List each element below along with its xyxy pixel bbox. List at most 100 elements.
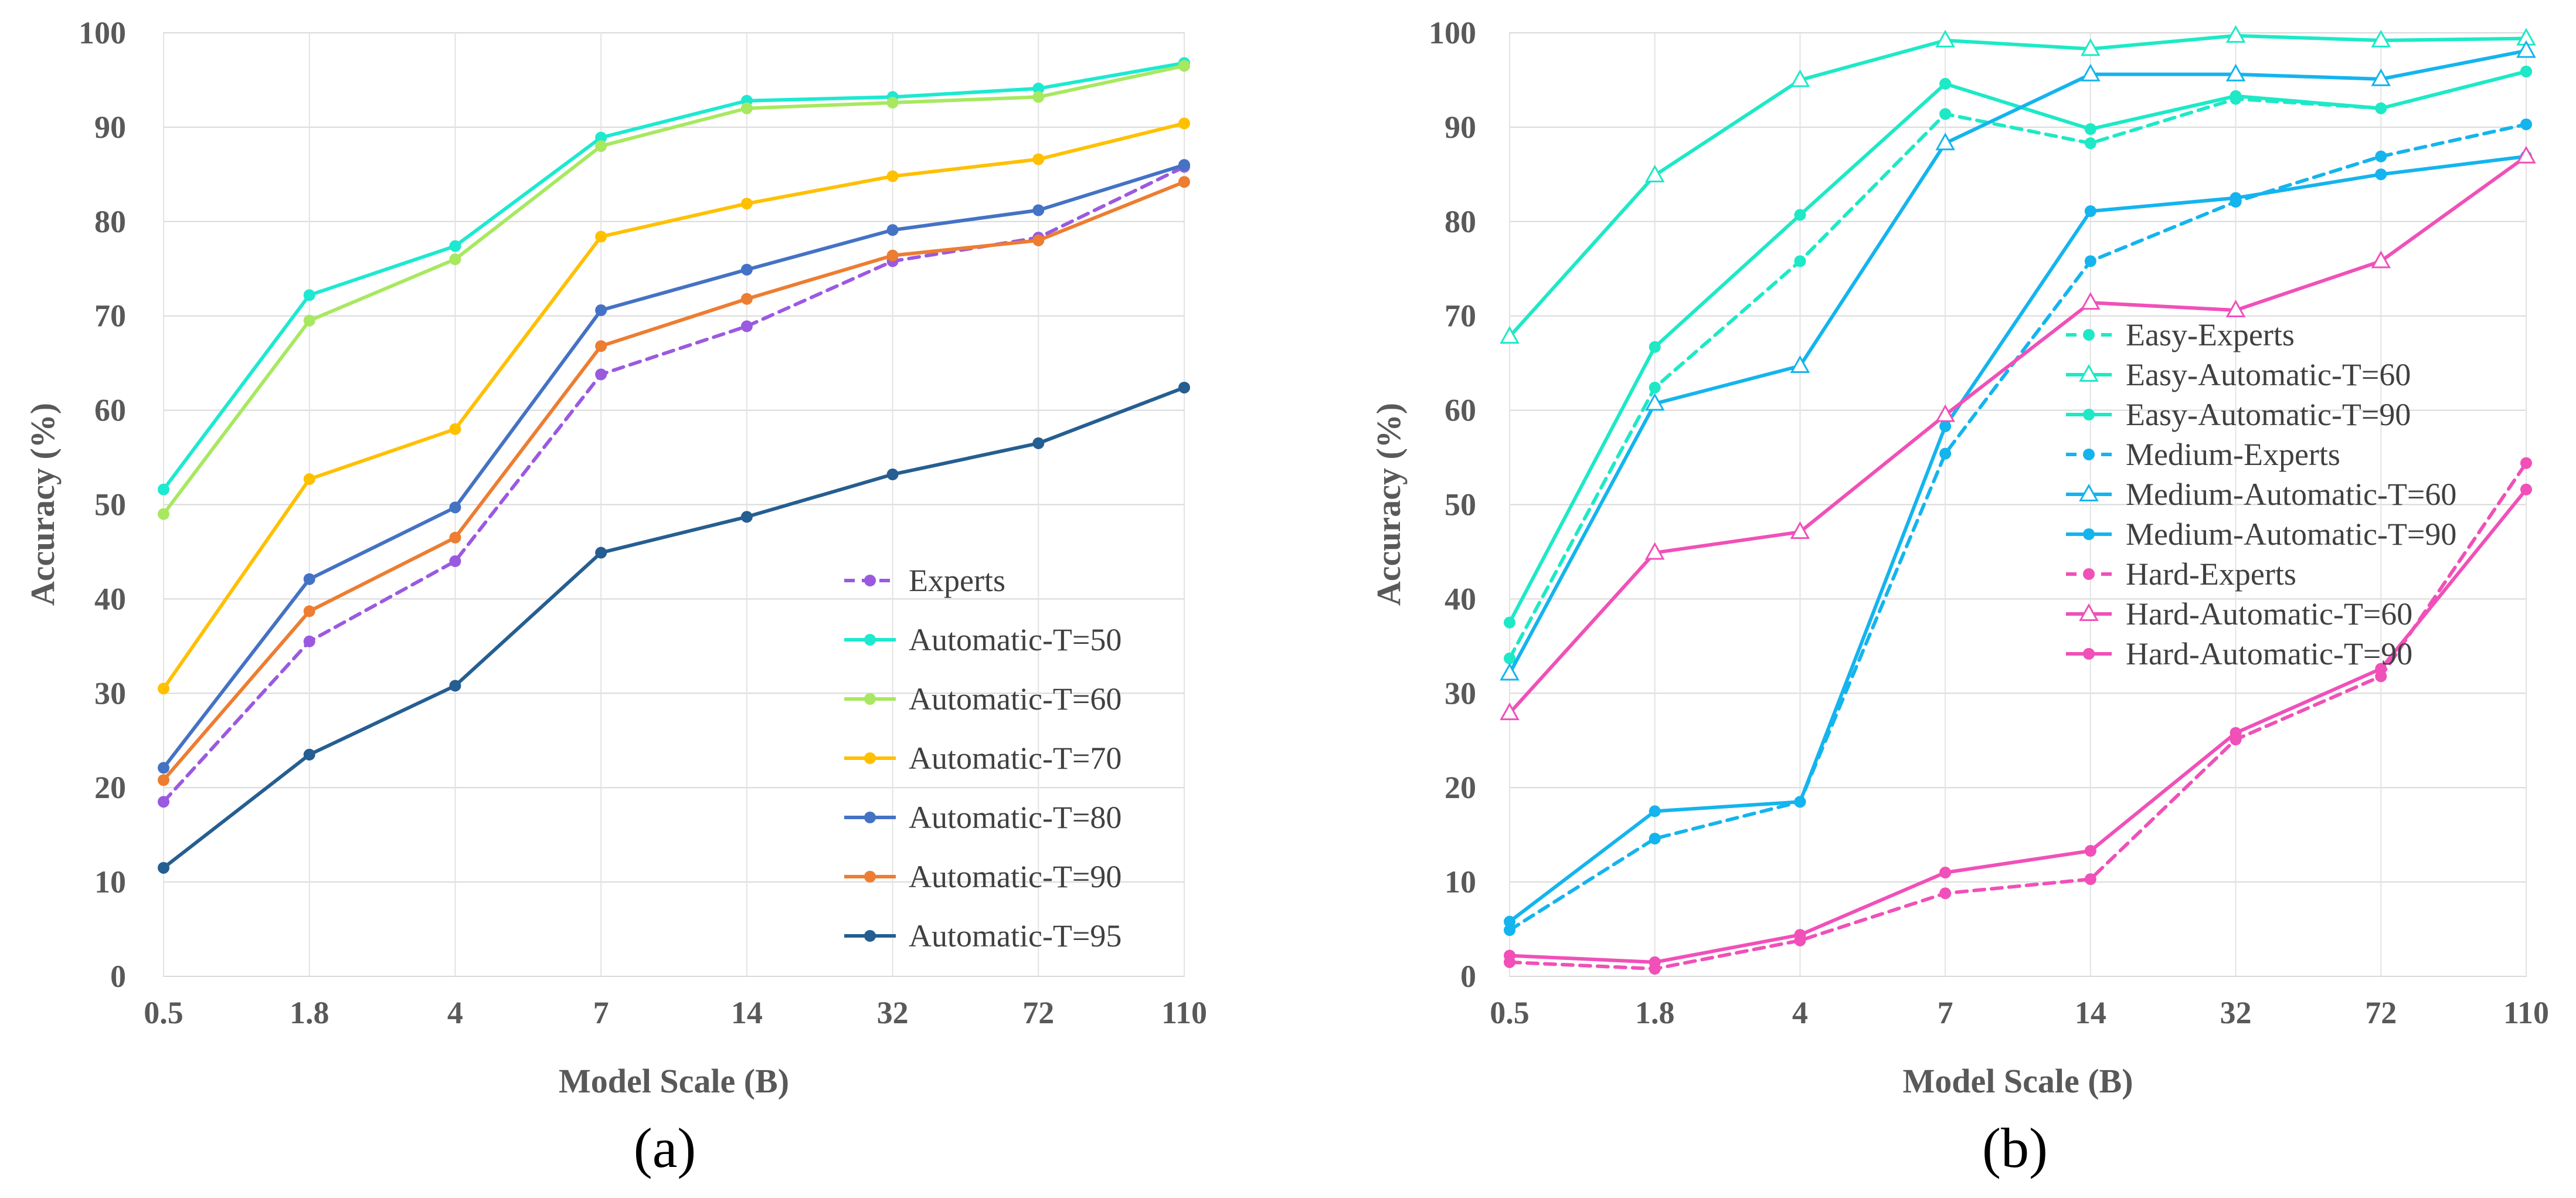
series-automatic-t-60 [158,60,1190,520]
series-hard-automatic-t-60-point [1500,702,1520,721]
y-tick-label: 70 [94,298,126,334]
x-tick-label: 7 [1938,995,1953,1030]
series-automatic-t-90-point [449,531,461,544]
series-hard-automatic-t-90-point [2375,663,2387,675]
y-tick-label: 50 [1445,487,1476,522]
series-easy-experts-point [2084,137,2096,150]
y-tick-label: 20 [94,770,126,805]
series-hard-automatic-t-60 [1500,145,2536,721]
series-hard-automatic-t-90-point [1939,867,1952,879]
y-tick-label: 10 [1445,864,1476,900]
legend-swatch-marker [2083,449,2095,460]
series-medium-automatic-t-60-line [1508,49,2528,676]
series-hard-automatic-t-90-line [1508,487,2528,964]
series-automatic-t-95-point [449,680,461,692]
series-medium-automatic-t-60-point [2225,63,2246,82]
x-tick-label: 0.5 [1490,995,1530,1030]
series-experts-point [449,555,461,568]
series-automatic-t-70-line [162,121,1186,691]
series-automatic-t-60-point [449,253,461,266]
legend-swatch-marker [864,812,876,823]
series-medium-automatic-t-90-point [2375,168,2387,181]
legend-swatch-marker [864,752,876,764]
series-hard-automatic-t-60-point [2225,299,2246,318]
series-automatic-t-80-point [1032,204,1045,216]
series-automatic-t-50-line [162,61,1186,491]
y-tick-label: 90 [1445,110,1476,145]
series-automatic-t-90-point [158,774,169,786]
series-automatic-t-60-point [158,508,169,520]
y-tick-label: 100 [79,15,126,50]
series-automatic-t-95-point [595,547,607,559]
series-easy-automatic-t-90-point [1504,616,1515,629]
series-medium-automatic-t-60-point [2081,63,2101,82]
legend: Easy-Experts Easy-Automatic-T=60 Easy-Auto… [2066,317,2456,671]
series-easy-automatic-t-90-point [1939,77,1952,90]
series-medium-automatic-t-60-point [1935,133,1955,151]
series-hard-automatic-t-60-point [2371,250,2391,269]
y-tick-label: 100 [1429,15,1476,50]
x-tick-label: 14 [731,995,763,1030]
legend-swatch-marker [864,634,876,646]
legend-label: Automatic-T=80 [909,800,1122,835]
legend-item-experts: Experts [844,563,1005,598]
series-easy-automatic-t-60-point [2225,25,2246,43]
series-easy-automatic-t-60-point [1790,69,1810,87]
x-tick-label: 32 [877,995,909,1030]
panel-label: (b) [1982,1116,2048,1179]
series-medium-automatic-t-60-point [2371,68,2391,86]
legend-swatch-marker [2083,568,2095,580]
series-hard-automatic-t-90-point [2230,727,2242,739]
y-tick-label: 50 [94,487,126,522]
legend-label: Hard-Automatic-T=90 [2126,636,2412,671]
y-axis-title: Accuracy (%) [23,403,62,606]
series-automatic-t-80-point [740,263,753,276]
series-medium-experts-point [2375,150,2387,162]
panel-label: (a) [634,1116,696,1179]
y-tick-label: 60 [1445,393,1476,428]
y-tick-label: 80 [94,204,126,239]
y-tick-label: 80 [1445,204,1476,239]
legend-swatch-marker [864,575,876,586]
series-hard-automatic-t-90-point [2084,845,2096,857]
series-automatic-t-50-point [449,240,461,252]
series-medium-automatic-t-60-point [1500,663,1520,681]
legend-swatch-marker [2083,409,2095,420]
series-automatic-t-60-point [1032,91,1045,103]
series-easy-automatic-t-60 [1500,25,2536,344]
legend-swatch-marker [2083,329,2095,341]
series-automatic-t-95 [158,381,1190,874]
series-automatic-t-60-point [303,314,315,327]
series-medium-automatic-t-60 [1500,40,2536,681]
series-easy-automatic-t-90 [1504,65,2532,629]
series-medium-automatic-t-90-point [2084,205,2096,218]
legend-label: Experts [909,563,1005,598]
series-medium-automatic-t-90-point [1504,915,1515,928]
series-hard-experts-point [2084,873,2096,885]
legend-swatch-marker [2083,528,2095,540]
series-automatic-t-90-point [1178,176,1190,188]
series-automatic-t-80 [158,159,1190,774]
series-automatic-t-70-point [886,170,899,182]
series-automatic-t-60-line [162,64,1186,516]
series-automatic-t-80-point [449,501,461,514]
series-automatic-t-90-line [162,180,1186,782]
y-tick-label: 40 [1445,581,1476,616]
series-hard-automatic-t-90-point [1794,929,1806,941]
series-medium-experts-point [2084,255,2096,267]
series-medium-experts-point [1649,833,1661,845]
series-easy-automatic-t-60-point [2081,38,2101,56]
series-automatic-t-50-point [1032,82,1045,94]
series-hard-experts-point [2520,457,2532,469]
legend-swatch-marker [864,930,876,942]
legend-label: Automatic-T=90 [909,859,1122,894]
series-hard-automatic-t-60-point [2081,292,2101,310]
series-medium-automatic-t-90-point [1939,420,1952,432]
series-easy-automatic-t-90-point [2520,65,2532,77]
series-automatic-t-50-point [303,289,315,301]
x-tick-label: 110 [2503,995,2549,1030]
series-easy-experts-point [1649,381,1661,393]
series-hard-automatic-t-60-point [1790,521,1810,539]
legend-label: Hard-Experts [2126,556,2296,592]
